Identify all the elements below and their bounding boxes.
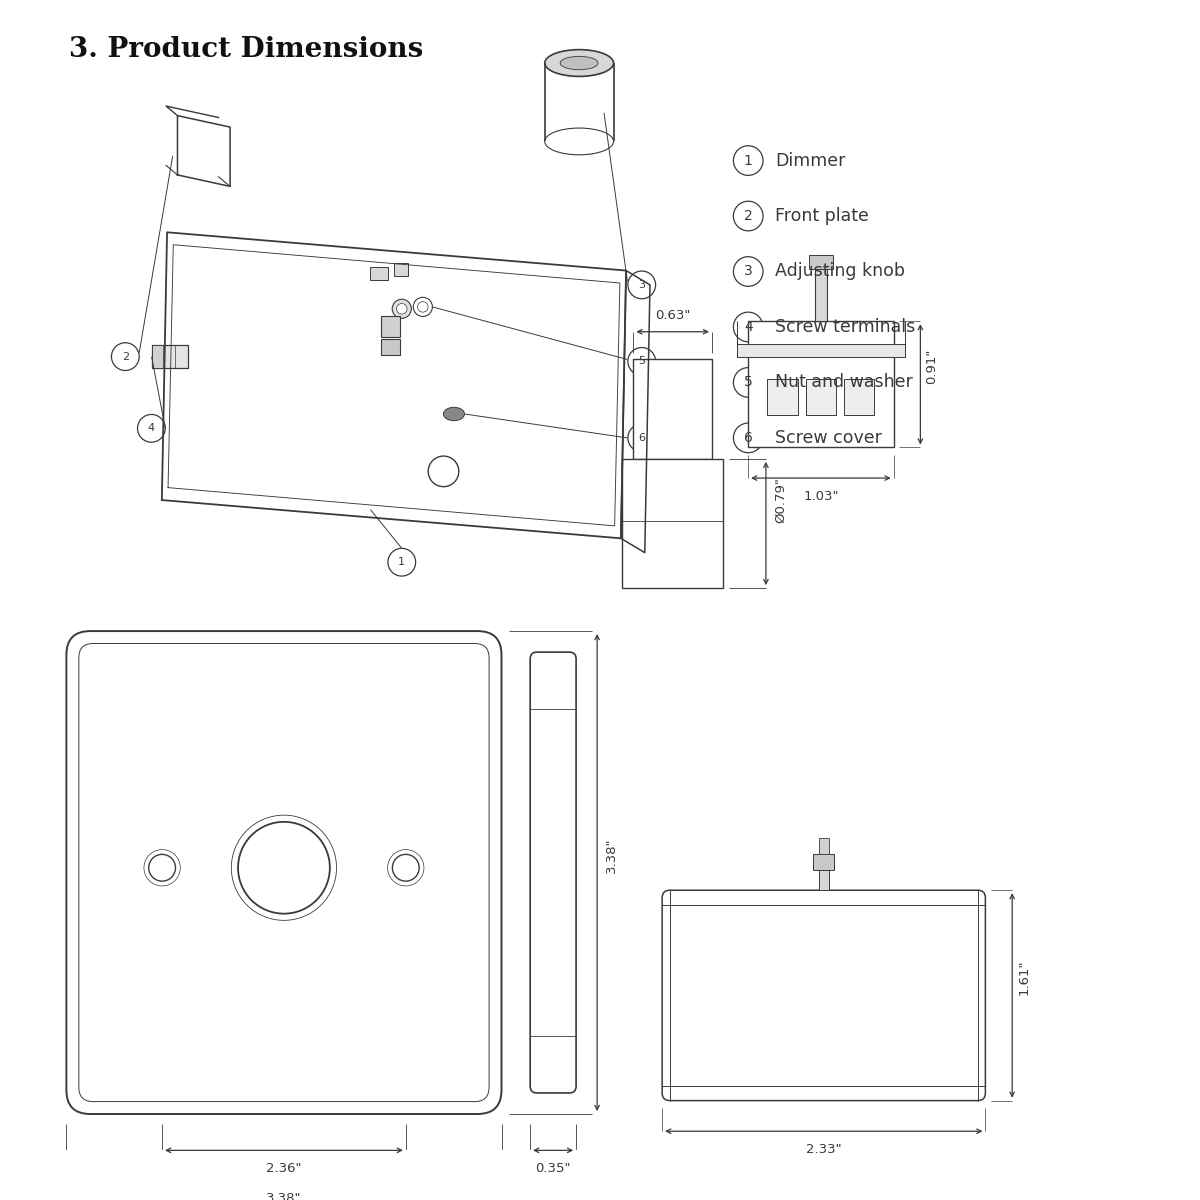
- Bar: [818, 838, 829, 854]
- Circle shape: [628, 424, 655, 451]
- Text: 4: 4: [744, 320, 752, 334]
- Text: 2.36": 2.36": [266, 1162, 301, 1175]
- Text: Front plate: Front plate: [775, 208, 869, 226]
- Bar: [809, 256, 833, 269]
- Bar: [767, 379, 798, 415]
- Circle shape: [392, 299, 412, 318]
- Bar: [380, 340, 400, 355]
- Text: 4: 4: [148, 424, 155, 433]
- FancyBboxPatch shape: [530, 652, 576, 1093]
- Ellipse shape: [444, 407, 464, 421]
- Circle shape: [628, 348, 655, 376]
- Text: Screw cover: Screw cover: [775, 428, 882, 446]
- Text: 3: 3: [638, 280, 646, 290]
- Ellipse shape: [560, 56, 598, 70]
- Bar: [395, 263, 408, 276]
- Bar: [371, 266, 388, 280]
- Circle shape: [392, 854, 419, 881]
- Circle shape: [628, 271, 655, 299]
- Circle shape: [388, 548, 415, 576]
- Text: 2: 2: [121, 352, 128, 361]
- Bar: [634, 359, 712, 458]
- Circle shape: [238, 822, 330, 913]
- Text: Dimmer: Dimmer: [775, 151, 845, 169]
- Text: 1.61": 1.61": [1018, 960, 1030, 996]
- Circle shape: [138, 414, 166, 442]
- Text: 1: 1: [744, 154, 752, 168]
- Bar: [805, 379, 836, 415]
- Bar: [844, 379, 875, 415]
- Bar: [380, 317, 400, 337]
- Bar: [815, 269, 827, 322]
- Text: 3.38": 3.38": [266, 1193, 301, 1200]
- Text: 5: 5: [638, 356, 646, 366]
- Text: 0.35": 0.35": [535, 1162, 571, 1175]
- Text: 3: 3: [744, 264, 752, 278]
- Text: 0.63": 0.63": [655, 310, 690, 322]
- Text: 6: 6: [744, 431, 752, 445]
- Text: Adjusting knob: Adjusting knob: [775, 263, 905, 281]
- Ellipse shape: [545, 49, 613, 77]
- Bar: [151, 346, 175, 368]
- Text: Nut and washer: Nut and washer: [775, 373, 913, 391]
- FancyBboxPatch shape: [66, 631, 502, 1114]
- Bar: [151, 346, 188, 368]
- Circle shape: [733, 202, 763, 230]
- Text: 2.33": 2.33": [806, 1142, 841, 1156]
- Bar: [749, 322, 894, 448]
- Circle shape: [733, 257, 763, 287]
- Text: 0.91": 0.91": [925, 349, 938, 384]
- Bar: [814, 854, 834, 870]
- Text: 2: 2: [744, 209, 752, 223]
- Circle shape: [733, 367, 763, 397]
- Text: 6: 6: [638, 433, 646, 443]
- Circle shape: [733, 312, 763, 342]
- Circle shape: [413, 298, 432, 317]
- Circle shape: [733, 145, 763, 175]
- Text: 1.03": 1.03": [803, 490, 839, 503]
- Text: 3.38": 3.38": [605, 838, 618, 872]
- Text: 1: 1: [398, 557, 406, 568]
- Circle shape: [733, 424, 763, 452]
- Circle shape: [149, 854, 175, 881]
- Circle shape: [428, 456, 458, 487]
- Ellipse shape: [545, 128, 613, 155]
- Text: Ø0.79": Ø0.79": [774, 478, 787, 523]
- Text: Screw terminals: Screw terminals: [775, 318, 916, 336]
- Bar: [818, 870, 829, 890]
- Text: 5: 5: [744, 376, 752, 390]
- Circle shape: [396, 304, 407, 314]
- Bar: [151, 346, 163, 368]
- Bar: [623, 458, 722, 588]
- Circle shape: [112, 343, 139, 371]
- Text: 3. Product Dimensions: 3. Product Dimensions: [70, 36, 424, 64]
- FancyBboxPatch shape: [662, 890, 985, 1100]
- Bar: [737, 344, 905, 356]
- Circle shape: [418, 301, 428, 312]
